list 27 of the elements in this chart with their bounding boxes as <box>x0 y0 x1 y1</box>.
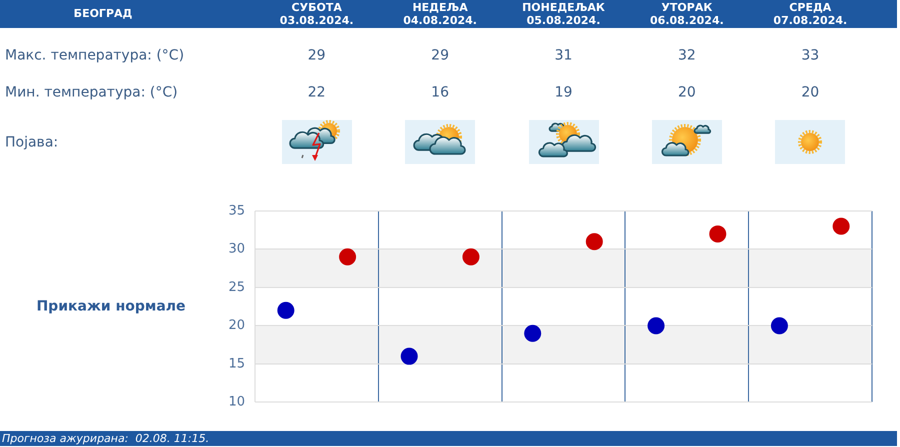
data-label: 22 <box>308 84 326 102</box>
text: СРЕДА 07.08.2024. <box>773 1 848 27</box>
data-label: 33 <box>801 48 820 64</box>
text: УТОРАК 06.08.2024. <box>650 1 724 27</box>
data-label: 16 <box>431 84 450 102</box>
y-tick-label: 25 <box>228 280 245 295</box>
y-tick-label: 30 <box>228 242 245 257</box>
text: БЕОГРАД <box>74 7 132 20</box>
text: Прогноза ажурирана: 02.08. 11:15. <box>2 431 210 446</box>
data-label: 20 <box>801 84 820 102</box>
data-label: 29 <box>431 48 450 64</box>
data-label: 31 <box>554 48 572 64</box>
text: Појава: <box>5 134 58 152</box>
y-tick-label: 15 <box>228 356 245 372</box>
y-tick-label: 20 <box>228 318 245 334</box>
text: СУБОТА 03.08.2024. <box>280 1 354 27</box>
data-label: 32 <box>678 48 696 64</box>
text: НЕДЕЉА 04.08.2024. <box>403 1 477 27</box>
y-tick-label: 35 <box>228 203 245 218</box>
text: Мин. температура: (°C) <box>5 84 178 102</box>
data-label: 29 <box>308 48 326 64</box>
data-label: 19 <box>554 84 572 102</box>
y-tick-label: 10 <box>228 394 245 410</box>
text: Макс. температура: (°C) <box>5 48 184 64</box>
data-label: 20 <box>678 84 696 102</box>
text: Прикажи нормале <box>36 298 186 316</box>
text: ПОНЕДЕЉАК 05.08.2024. <box>522 1 605 27</box>
